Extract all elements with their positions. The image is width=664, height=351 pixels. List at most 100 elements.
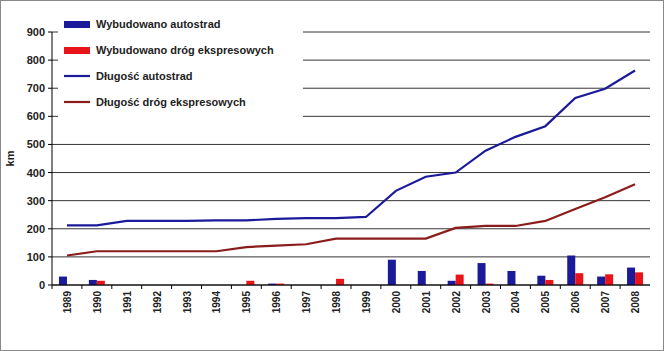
- x-tick: [500, 285, 501, 289]
- y-tick-label: 0: [39, 279, 45, 291]
- bar: [597, 277, 605, 285]
- x-tick-label: 2005: [540, 291, 551, 314]
- frame: [1, 1, 664, 351]
- y-tick: [48, 228, 52, 229]
- legend-swatch: [64, 75, 90, 77]
- legend-swatch: [64, 47, 90, 54]
- x-tick: [410, 285, 411, 289]
- bar: [575, 273, 583, 285]
- x-tick: [52, 285, 53, 289]
- x-tick: [530, 285, 531, 289]
- y-tick-label: 100: [27, 251, 45, 263]
- y-tick-label: 800: [27, 54, 45, 66]
- x-tick-label: 2004: [510, 291, 521, 314]
- y-tick-label: 200: [27, 223, 45, 235]
- legend: Wybudowano autostrad Wybudowano dróg eksp…: [58, 10, 303, 118]
- bar: [418, 271, 426, 285]
- x-tick: [560, 285, 561, 289]
- y-tick: [48, 256, 52, 257]
- y-tick: [48, 172, 52, 173]
- y-tick: [48, 88, 52, 89]
- x-tick-label: 1998: [331, 291, 342, 314]
- x-tick-label: 1990: [92, 291, 103, 314]
- grid-line: [52, 228, 650, 229]
- x-tick: [261, 285, 262, 289]
- x-tick: [111, 285, 112, 289]
- y-tick-label: 400: [27, 167, 45, 179]
- y-tick-label: 700: [27, 82, 45, 94]
- grid-line: [52, 144, 650, 145]
- x-tick: [620, 285, 621, 289]
- x-tick-label: 1991: [122, 291, 133, 314]
- y-tick: [48, 144, 52, 145]
- legend-label: Długość dróg ekspresowych: [96, 96, 246, 108]
- chart: 0 100 200 300 400 500 600 700 800 900 km 1989 1990 19…: [0, 0, 664, 351]
- x-tick: [380, 285, 381, 289]
- legend-swatch: [64, 21, 90, 28]
- x-tick-label: 2007: [600, 291, 611, 314]
- bar: [388, 260, 396, 285]
- bar: [605, 274, 613, 285]
- bar: [456, 275, 464, 285]
- x-tick-label: 2003: [481, 291, 492, 314]
- y-tick: [48, 32, 52, 33]
- x-tick-label: 2002: [451, 291, 462, 314]
- bar: [448, 281, 456, 285]
- x-tick-label: 1992: [152, 291, 163, 314]
- y-tick: [48, 200, 52, 201]
- x-tick: [231, 285, 232, 289]
- bar: [567, 255, 575, 285]
- y-tick-label: 300: [27, 195, 45, 207]
- bar: [537, 276, 545, 285]
- bar: [478, 263, 486, 285]
- x-tick-label: 1994: [211, 291, 222, 314]
- x-tick: [470, 285, 471, 289]
- legend-box: [58, 10, 303, 118]
- x-tick: [291, 285, 292, 289]
- grid-line: [52, 256, 650, 257]
- x-tick-label: 1997: [301, 291, 312, 314]
- x-tick: [440, 285, 441, 289]
- bar: [545, 280, 553, 285]
- x-tick-label: 2006: [570, 291, 581, 314]
- y-tick-label: 600: [27, 110, 45, 122]
- y-tick-label: 500: [27, 138, 45, 150]
- y-tick: [48, 60, 52, 61]
- legend-swatch: [64, 101, 90, 103]
- bar: [336, 279, 344, 285]
- line: [67, 184, 635, 255]
- grid-line: [52, 200, 650, 201]
- x-tick: [351, 285, 352, 289]
- bar: [246, 281, 254, 285]
- x-tick-label: 1989: [62, 291, 73, 314]
- x-tick-label: 1999: [361, 291, 372, 314]
- bar: [507, 271, 515, 285]
- x-tick: [201, 285, 202, 289]
- x-tick-label: 2008: [630, 291, 641, 314]
- y-tick: [48, 116, 52, 117]
- plot-marks: [59, 71, 643, 285]
- bar: [97, 281, 105, 285]
- x-tick-label: 2001: [421, 291, 432, 314]
- bar: [59, 277, 67, 285]
- legend-label: Wybudowano autostrad: [96, 18, 220, 30]
- y-tick: [48, 285, 52, 286]
- x-tick: [321, 285, 322, 289]
- x-tick-label: 1996: [271, 291, 282, 314]
- y-tick-label: 900: [27, 26, 45, 38]
- legend-label: Wybudowano dróg ekspresowych: [96, 44, 274, 56]
- x-tick-label: 1995: [241, 291, 252, 314]
- bar: [635, 272, 643, 285]
- y-axis: [52, 32, 53, 285]
- bar: [627, 268, 635, 285]
- legend-label: Długość autostrad: [96, 70, 193, 82]
- x-tick: [141, 285, 142, 289]
- x-tick: [590, 285, 591, 289]
- grid-line: [52, 172, 650, 173]
- x-tick-label: 1993: [182, 291, 193, 314]
- x-tick: [171, 285, 172, 289]
- bar: [89, 280, 97, 285]
- x-tick-label: 2000: [391, 291, 402, 314]
- x-tick: [81, 285, 82, 289]
- y-axis-label: km: [4, 150, 16, 166]
